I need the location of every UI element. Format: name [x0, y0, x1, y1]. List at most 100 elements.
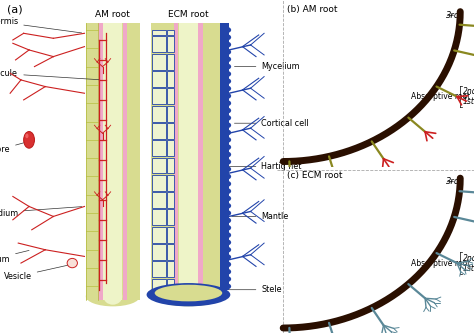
Bar	[99, 23, 103, 300]
Bar	[152, 227, 166, 243]
Text: (c) ECM root: (c) ECM root	[287, 171, 343, 180]
Ellipse shape	[223, 27, 231, 33]
Text: 1st: 1st	[463, 263, 474, 273]
Bar	[167, 140, 173, 156]
Ellipse shape	[223, 159, 231, 165]
Bar	[167, 54, 173, 70]
Text: 1st: 1st	[463, 97, 474, 106]
Bar	[152, 106, 166, 122]
Ellipse shape	[223, 86, 231, 92]
Bar	[152, 244, 166, 260]
Ellipse shape	[223, 188, 231, 194]
Bar	[152, 209, 166, 225]
Ellipse shape	[223, 144, 231, 150]
Ellipse shape	[223, 195, 231, 201]
Ellipse shape	[153, 286, 224, 306]
Ellipse shape	[223, 173, 231, 179]
Ellipse shape	[223, 232, 231, 238]
Bar	[167, 175, 173, 191]
Ellipse shape	[223, 276, 231, 282]
Ellipse shape	[179, 288, 198, 305]
Ellipse shape	[223, 254, 231, 260]
Bar	[152, 88, 166, 104]
Bar	[179, 23, 198, 300]
Text: Absorptive root: Absorptive root	[411, 92, 470, 101]
Bar	[152, 140, 166, 156]
Ellipse shape	[223, 225, 231, 231]
Bar	[167, 192, 173, 208]
Ellipse shape	[223, 34, 231, 40]
Ellipse shape	[155, 285, 222, 301]
Bar	[167, 71, 173, 87]
Bar	[167, 209, 173, 225]
Bar	[199, 23, 203, 300]
Bar	[152, 36, 166, 52]
Ellipse shape	[223, 130, 231, 136]
Text: AM root: AM root	[95, 10, 130, 19]
Ellipse shape	[223, 100, 231, 106]
Ellipse shape	[223, 247, 231, 253]
Bar	[167, 244, 173, 260]
Bar	[152, 175, 166, 191]
Ellipse shape	[223, 261, 231, 267]
Text: ECM root: ECM root	[168, 10, 209, 19]
Bar	[152, 30, 166, 35]
Text: 3rd: 3rd	[447, 11, 461, 20]
Bar	[152, 123, 166, 139]
Ellipse shape	[24, 132, 35, 148]
Text: Arbuscule: Arbuscule	[0, 69, 100, 80]
Ellipse shape	[67, 258, 77, 268]
Text: Vesicle: Vesicle	[4, 264, 75, 281]
Bar	[167, 123, 173, 139]
Ellipse shape	[223, 42, 231, 48]
Bar	[167, 227, 173, 243]
Text: Hyphopodium: Hyphopodium	[0, 207, 82, 218]
Ellipse shape	[223, 217, 231, 223]
Ellipse shape	[223, 181, 231, 187]
Bar	[152, 192, 166, 208]
Ellipse shape	[146, 283, 230, 306]
Ellipse shape	[223, 152, 231, 158]
Text: Hartig net: Hartig net	[224, 162, 302, 171]
Ellipse shape	[223, 122, 231, 128]
Ellipse shape	[223, 49, 231, 55]
Text: Mycelium: Mycelium	[0, 250, 29, 264]
Text: 2nd: 2nd	[463, 253, 474, 263]
Ellipse shape	[223, 210, 231, 216]
Bar	[152, 54, 166, 70]
Text: 2nd: 2nd	[463, 87, 474, 96]
Ellipse shape	[223, 166, 231, 172]
Bar	[167, 261, 173, 277]
Bar	[167, 106, 173, 122]
Text: Mycelium: Mycelium	[235, 62, 300, 71]
Bar	[152, 279, 166, 295]
Bar	[219, 23, 229, 290]
Bar	[152, 71, 166, 87]
Text: Absorptive root: Absorptive root	[411, 258, 470, 268]
Text: Epidermis: Epidermis	[0, 17, 82, 33]
Ellipse shape	[223, 115, 231, 121]
Text: Spore: Spore	[0, 141, 32, 155]
Bar	[174, 23, 179, 300]
Text: Stele: Stele	[191, 285, 282, 294]
Bar	[167, 279, 173, 295]
Text: (a): (a)	[8, 5, 23, 15]
Ellipse shape	[25, 134, 28, 138]
Ellipse shape	[223, 71, 231, 77]
Ellipse shape	[223, 56, 231, 62]
Ellipse shape	[86, 286, 140, 306]
Bar	[103, 23, 122, 300]
Bar	[152, 261, 166, 277]
Text: Mantle: Mantle	[232, 212, 289, 221]
Bar	[152, 158, 166, 173]
Ellipse shape	[223, 108, 231, 114]
Ellipse shape	[223, 203, 231, 209]
Bar	[123, 23, 127, 300]
Bar	[167, 88, 173, 104]
Text: (b) AM root: (b) AM root	[287, 5, 337, 14]
Text: Cortical cell: Cortical cell	[235, 119, 309, 128]
Ellipse shape	[223, 283, 231, 289]
Bar	[167, 158, 173, 173]
Ellipse shape	[103, 288, 122, 305]
Ellipse shape	[223, 239, 231, 245]
